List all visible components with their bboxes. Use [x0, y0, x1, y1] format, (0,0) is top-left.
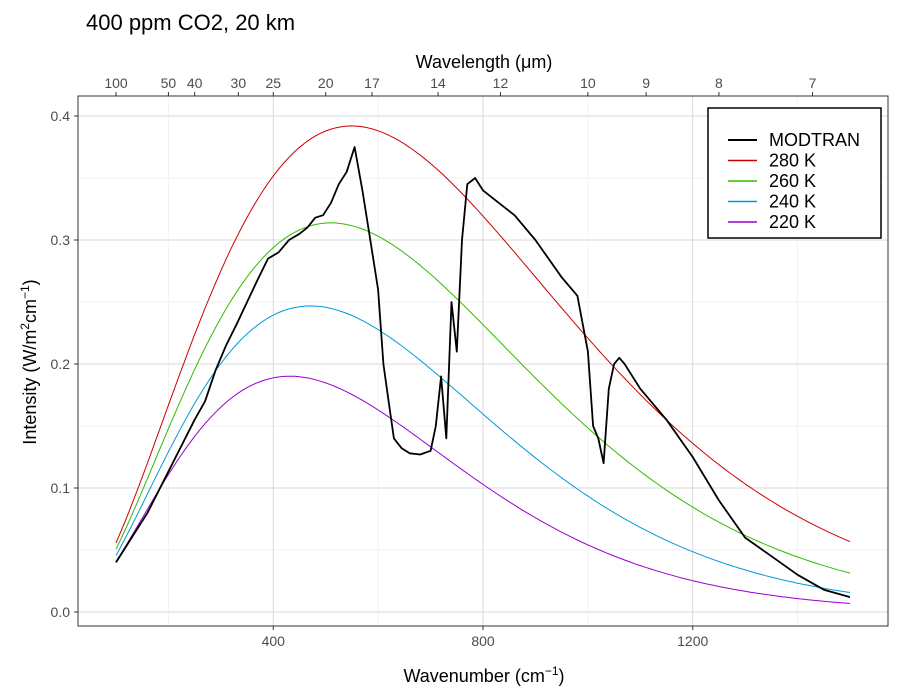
x2-axis-ticks: 100 50 40 30 25 20 17 14 12 10 9 8 7	[104, 75, 817, 96]
x-tick-label: 1200	[677, 633, 708, 649]
y-axis-label: Intensity (W/m2cm−1)	[18, 279, 40, 444]
legend-label: 260 K	[769, 171, 816, 191]
grid	[78, 96, 888, 626]
x2-axis-label: Wavelength (μm)	[416, 52, 553, 72]
x2-tick-label: 20	[318, 75, 334, 91]
x2-tick-label: 17	[364, 75, 380, 91]
x-tick-label: 800	[471, 633, 495, 649]
y-axis-ticks: 0.0 0.1 0.2 0.3 0.4	[51, 108, 78, 620]
chart-title: 400 ppm CO2, 20 km	[86, 10, 295, 35]
series-line-260-k	[115, 222, 851, 574]
x2-tick-label: 9	[642, 75, 650, 91]
y-tick-label: 0.2	[51, 356, 71, 372]
x-tick-label: 400	[262, 633, 286, 649]
x2-tick-label: 7	[809, 75, 817, 91]
x2-tick-label: 10	[580, 75, 596, 91]
y-tick-label: 0.1	[51, 480, 71, 496]
x2-tick-label: 25	[265, 75, 281, 91]
series-line-220-k	[115, 375, 851, 604]
legend-label: 220 K	[769, 212, 816, 232]
series-line-240-k	[115, 305, 851, 593]
x2-tick-label: 50	[161, 75, 177, 91]
x2-tick-label: 40	[187, 75, 203, 91]
x2-tick-label: 14	[430, 75, 446, 91]
plot-frame	[77, 95, 889, 627]
series-line-modtran	[115, 146, 851, 598]
x-axis-ticks: 400 800 1200	[262, 626, 708, 649]
series-line-280-k	[115, 125, 851, 544]
x-axis-label: Wavenumber (cm−1)	[403, 664, 564, 686]
series-group	[115, 125, 851, 604]
x2-tick-label: 100	[104, 75, 128, 91]
legend-label: 280 K	[769, 151, 816, 171]
y-tick-label: 0.3	[51, 232, 71, 248]
x2-tick-label: 8	[715, 75, 723, 91]
x2-tick-label: 30	[231, 75, 247, 91]
legend-label: 240 K	[769, 192, 816, 212]
y-tick-label: 0.4	[51, 108, 71, 124]
x2-tick-label: 12	[493, 75, 509, 91]
y-tick-label: 0.0	[51, 604, 71, 620]
legend-label: MODTRAN	[769, 130, 860, 150]
legend-box	[707, 107, 882, 239]
